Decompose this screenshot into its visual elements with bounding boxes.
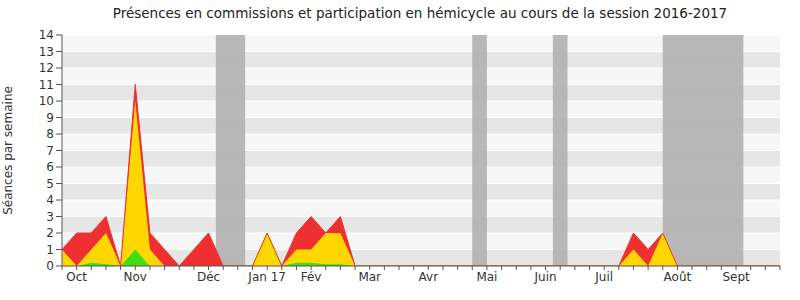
svg-text:1: 1 [46,243,54,257]
svg-text:12: 12 [39,61,54,75]
html-text:Présences en commissions et pa: Présences en commissions et participatio… [112,5,728,21]
svg-text:14: 14 [39,28,54,42]
svg-text:Fév: Fév [301,270,322,284]
svg-text:Juil: Juil [594,270,613,284]
svg-text:Août: Août [664,270,692,284]
svg-text:Déc: Déc [197,270,220,284]
svg-text:10: 10 [39,94,54,108]
svg-text:Jan 17: Jan 17 [247,270,286,284]
svg-text:Avr: Avr [419,270,439,284]
svg-text:8: 8 [46,127,54,141]
svg-text:5: 5 [46,177,54,191]
svg-text:Nov: Nov [124,270,147,284]
svg-text:Oct: Oct [66,270,87,284]
svg-text:3: 3 [46,210,54,224]
svg-text:Juin: Juin [534,270,557,284]
svg-text:11: 11 [39,78,54,92]
svg-text:13: 13 [39,45,54,59]
svg-text:2: 2 [46,226,54,240]
svg-text:7: 7 [46,144,54,158]
svg-text:Mai: Mai [476,270,497,284]
svg-text:6: 6 [46,160,54,174]
svg-text:4: 4 [46,193,54,207]
svg-text:9: 9 [46,111,54,125]
svg-text:Séances par semaine: Séances par semaine [8,86,15,215]
svg-text:0: 0 [46,259,54,273]
svg-text:Mar: Mar [358,270,381,284]
svg-text:Sept: Sept [722,270,750,284]
